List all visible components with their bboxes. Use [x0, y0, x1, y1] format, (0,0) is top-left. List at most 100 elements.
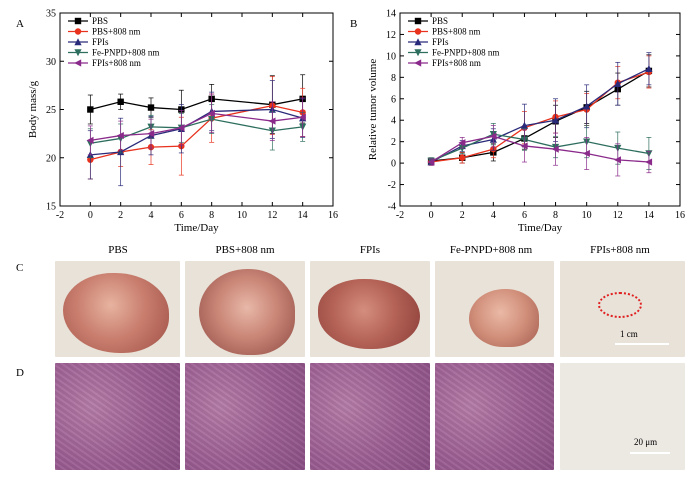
tumor-volume-data-point — [458, 139, 466, 147]
body-mass-ytick-label: 30 — [46, 57, 56, 68]
body-mass-data-point — [177, 124, 185, 132]
body-mass-ytick-label: 25 — [46, 105, 56, 116]
tumor-absent-marker — [598, 292, 642, 318]
tumor-volume-data-point — [613, 156, 621, 164]
tumor-volume-legend-marker — [414, 28, 422, 35]
histology-fe-pnpd-808 — [435, 363, 554, 470]
body-mass-data-point — [147, 104, 155, 111]
tumor-volume-y-axis-label: Relative tumor volume — [367, 59, 379, 161]
tumor-volume-data-point — [489, 132, 497, 140]
scale-bar-label-c: 1 cm — [620, 329, 638, 339]
histology-pbs-808 — [185, 363, 305, 470]
tumor-volume-legend-marker — [414, 17, 422, 25]
tumor-volume-legend-marker — [414, 49, 422, 57]
body-mass-xtick-label: 0 — [88, 210, 93, 221]
scale-bar-label-d: 20 μm — [634, 437, 658, 447]
body-mass-y-axis-label: Body mass/g — [27, 80, 39, 138]
body-mass-xtick-label: 16 — [328, 210, 338, 221]
tumor-volume-legend-label: PBS+808 nm — [432, 27, 480, 37]
tumor-volume-legend-label: FPIs — [432, 37, 449, 47]
body-mass-xtick-label: 4 — [149, 210, 154, 221]
tumor-volume-legend-marker — [414, 59, 422, 67]
tumor-volume-legend-label: Fe-PNPD+808 nm — [432, 48, 499, 58]
tumor-volume-ytick-label: -2 — [388, 180, 396, 191]
tumor-volume-ytick-label: 4 — [391, 116, 396, 127]
tumor-volume-ytick-label: 10 — [386, 51, 396, 62]
tumor-volume-xtick-label: 0 — [429, 210, 434, 221]
body-mass-data-point — [86, 136, 94, 144]
photo-title-fe-pnpd-808: Fe-PNPD+808 nm — [449, 244, 533, 256]
tumor-volume-xtick-label: 8 — [553, 210, 558, 221]
tumor-volume-data-point — [427, 158, 435, 166]
tumor-volume-data-point — [459, 154, 466, 161]
tumor-volume-xtick-label: 2 — [460, 210, 465, 221]
tumor-volume-series-line — [430, 133, 649, 162]
body-mass-data-point — [298, 113, 306, 121]
tumor-volume-data-point — [614, 79, 622, 87]
tumor-volume-data-point — [520, 121, 529, 129]
body-mass-xtick-label: -2 — [56, 210, 64, 221]
tumor-volume-data-point — [583, 102, 591, 110]
tumor-photo-fpis-808: 1 cm — [560, 261, 685, 357]
tumor-volume-ytick-label: 14 — [386, 9, 396, 20]
tumor-volume-ytick-label: 6 — [391, 94, 396, 105]
tumor-volume-ytick-label: -4 — [388, 202, 396, 213]
body-mass-xtick-label: 10 — [237, 210, 247, 221]
tumor-volume-data-point — [645, 64, 653, 72]
body-mass-x-axis-label: Time/Day — [174, 222, 219, 234]
body-mass-legend-label: PBS — [92, 16, 108, 26]
panel-letter-b: B — [350, 18, 358, 30]
tumor-volume-data-point — [551, 116, 560, 124]
tumor-volume-series-line — [430, 68, 650, 163]
body-mass-xtick-label: 12 — [267, 210, 277, 221]
tumor-volume-xtick-label: 14 — [644, 210, 654, 221]
tumor-volume-plot-frame — [399, 12, 681, 207]
body-mass-legend-marker — [74, 28, 82, 35]
histology-fpis — [310, 363, 430, 470]
body-mass-ytick-label: 20 — [46, 153, 56, 164]
tumor-photo-pbs-808 — [185, 261, 305, 357]
tumor-volume-xtick-label: -2 — [396, 210, 404, 221]
body-mass-ytick-label: 35 — [46, 9, 56, 20]
tumor-volume-data-point — [582, 149, 590, 158]
tumor-volume-data-point — [645, 158, 653, 166]
body-mass-legend-label: PBS+808 nm — [92, 27, 140, 37]
tumor-volume-ytick-label: 8 — [391, 73, 396, 84]
scale-bar-c — [615, 343, 669, 345]
chart-body-mass: -2 0 2 4 6 8 10 12 14 16 15 20 25 30 35 Time/Day Body ma… — [27, 9, 338, 235]
body-mass-data-point — [147, 130, 155, 138]
tumor-volume-xtick-label: 10 — [582, 210, 592, 221]
body-mass-legend-label: FPIs+808 nm — [92, 58, 141, 68]
body-mass-legend-label: Fe-PNPD+808 nm — [92, 48, 159, 58]
tumor-volume-ytick-label: 2 — [391, 137, 396, 148]
tumor-volume-data-point — [551, 145, 559, 153]
body-mass-legend-marker — [74, 17, 82, 25]
histology-pbs — [55, 363, 180, 470]
body-mass-legend-label: FPIs — [92, 37, 109, 47]
body-mass-legend-marker — [74, 59, 82, 67]
tumor-volume-legend-label: FPIs+808 nm — [432, 58, 481, 68]
body-mass-xtick-label: 8 — [209, 210, 214, 221]
tumor-photo-pbs — [55, 261, 180, 357]
photo-title-pbs-808: PBS+808 nm — [215, 244, 275, 256]
body-mass-xtick-label: 2 — [118, 210, 123, 221]
scale-bar-d — [630, 452, 670, 454]
photo-title-pbs: PBS — [108, 244, 128, 256]
tumor-volume-xtick-label: 12 — [613, 210, 623, 221]
photo-title-fpis-808: FPIs+808 nm — [590, 244, 650, 256]
body-mass-data-point — [117, 98, 124, 105]
tumor-volume-x-axis-label: Time/Day — [518, 222, 563, 234]
chart-tumor-volume: -2 0 2 4 6 8 10 12 14 16-4-202468101214Time/DayRe… — [367, 9, 685, 235]
body-mass-xtick-label: 14 — [298, 210, 308, 221]
body-mass-legend-marker — [74, 38, 82, 46]
tumor-volume-legend-label: PBS — [432, 16, 448, 26]
tumor-volume-xtick-label: 6 — [522, 210, 527, 221]
photo-title-fpis: FPIs — [359, 244, 381, 256]
body-mass-data-point — [268, 117, 276, 125]
tumor-photo-fe-pnpd-808 — [435, 261, 554, 357]
tumor-photo-fpis — [310, 261, 430, 357]
body-mass-data-point — [87, 106, 94, 113]
tumor-volume-xtick-label: 16 — [675, 210, 685, 221]
tumor-volume-ytick-label: 12 — [386, 30, 396, 41]
tumor-volume-legend-marker — [414, 38, 422, 46]
